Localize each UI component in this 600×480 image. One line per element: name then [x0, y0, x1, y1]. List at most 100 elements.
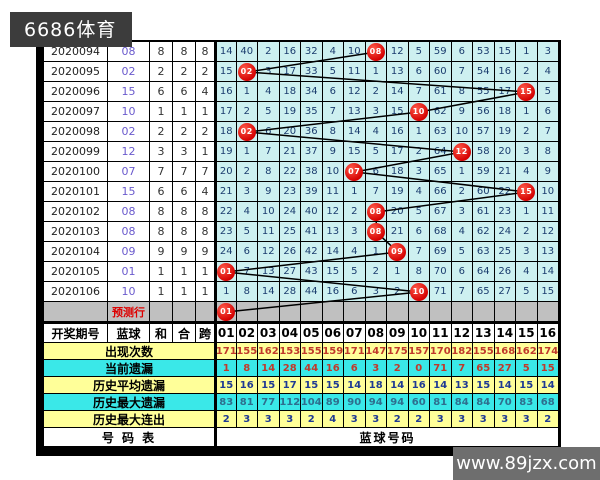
stats-value-cell: 8 [236, 360, 258, 377]
combo-cell: 1 [173, 282, 196, 302]
miss-cell: 1 [387, 262, 409, 282]
stats-row: 历史最大连出 2 3 3 3 2 4 3 3 2 2 3 3 3 3 3 2 [44, 411, 559, 428]
miss-cell: 15 [494, 42, 516, 62]
miss-cell: 6 [451, 42, 473, 62]
stats-value-cell: 18 [365, 377, 387, 394]
stats-value-cell: 4 [322, 411, 344, 428]
stats-value-cell: 2 [387, 411, 409, 428]
sum-cell: 8 [150, 42, 173, 62]
combo-cell [173, 302, 196, 322]
span-cell: 4 [196, 82, 215, 102]
miss-cell: 5 [365, 142, 387, 162]
miss-cell: 3 [516, 242, 538, 262]
stats-value-cell: 2 [215, 411, 237, 428]
miss-cell: 7 [537, 122, 559, 142]
miss-cell: 1 [236, 142, 258, 162]
miss-cell: 39 [301, 182, 323, 202]
miss-cell: 26 [494, 262, 516, 282]
stats-value-cell: 15 [516, 377, 538, 394]
stats-value-cell: 13 [451, 377, 473, 394]
span-cell: 1 [196, 102, 215, 122]
ball-column-header: 12 [451, 324, 473, 343]
period-header: 开奖期号 [44, 324, 108, 343]
ball-column-header: 01 [215, 324, 237, 343]
ball-circle: 08 [366, 222, 385, 241]
miss-cell: 10 [344, 42, 366, 62]
stats-value-cell: 81 [430, 394, 452, 411]
prediction-cell [516, 302, 538, 322]
stats-value-cell: 81 [236, 394, 258, 411]
blue-ball-cell: 10 [108, 282, 150, 302]
prediction-cell [279, 302, 301, 322]
blue-ball-cell: 07 [108, 162, 150, 182]
miss-cell: 60 [473, 182, 495, 202]
blue-ball-cell: 02 [108, 62, 150, 82]
stats-value-cell: 16 [236, 377, 258, 394]
miss-cell: 6 [322, 82, 344, 102]
combo-cell: 6 [173, 182, 196, 202]
stats-value-cell: 65 [473, 360, 495, 377]
miss-cell: 8 [408, 262, 430, 282]
combo-cell: 3 [173, 142, 196, 162]
miss-cell: 56 [473, 102, 495, 122]
miss-cell: 38 [301, 162, 323, 182]
miss-cell: 65 [430, 162, 452, 182]
stats-value-cell: 14 [344, 377, 366, 394]
stats-value-cell: 7 [451, 360, 473, 377]
miss-cell: 4 [322, 42, 344, 62]
combo-cell: 1 [173, 262, 196, 282]
blue-ball-cell: 15 [108, 182, 150, 202]
miss-cell: 1 [408, 122, 430, 142]
miss-cell: 2 [516, 222, 538, 242]
miss-cell: 9 [537, 162, 559, 182]
miss-cell: 15 [387, 102, 409, 122]
combo-cell: 8 [173, 42, 196, 62]
prediction-cell [344, 302, 366, 322]
miss-cell: 5 [258, 102, 280, 122]
miss-cell: 17 [387, 142, 409, 162]
blue-ball-cell: 15 [108, 82, 150, 102]
miss-cell: 63 [430, 122, 452, 142]
miss-cell: 4 [344, 242, 366, 262]
miss-cell: 70 [430, 262, 452, 282]
miss-cell: 17 [494, 82, 516, 102]
miss-cell: 6 [408, 62, 430, 82]
stats-value-cell: 14 [430, 377, 452, 394]
column-header-row: 开奖期号 蓝球和合跨 01 02 03 04 05 06 07 08 09 10 11 12 13 14 15 1… [44, 322, 559, 343]
miss-cell: 12 [451, 142, 473, 162]
blue-number-label: 蓝球号码 [215, 428, 559, 447]
miss-cell: 6 [258, 122, 280, 142]
miss-cell: 21 [494, 162, 516, 182]
miss-cell: 1 [236, 82, 258, 102]
stats-value-cell: 171 [215, 343, 237, 360]
stats-value-cell: 3 [430, 411, 452, 428]
miss-cell: 4 [537, 62, 559, 82]
period-cell: 2020102 [44, 202, 108, 222]
miss-cell: 8 [537, 142, 559, 162]
combo-cell: 6 [173, 82, 196, 102]
miss-cell: 60 [430, 62, 452, 82]
stats-value-cell: 2 [408, 411, 430, 428]
stats-value-cell: 68 [537, 394, 559, 411]
sum-cell: 1 [150, 102, 173, 122]
span-cell: 8 [196, 222, 215, 242]
stats-value-cell: 94 [387, 394, 409, 411]
miss-cell: 16 [279, 42, 301, 62]
miss-cell: 3 [365, 282, 387, 302]
miss-cell: 10 [408, 282, 430, 302]
miss-cell: 59 [430, 42, 452, 62]
stats-value-cell: 174 [537, 343, 559, 360]
sum-cell: 2 [150, 62, 173, 82]
miss-cell: 22 [215, 202, 237, 222]
sum-cell: 8 [150, 202, 173, 222]
miss-cell: 5 [344, 262, 366, 282]
miss-cell: 2 [451, 182, 473, 202]
miss-cell: 2 [516, 122, 538, 142]
stats-value-cell: 3 [279, 411, 301, 428]
ball-circle: 08 [366, 202, 385, 221]
miss-cell: 1 [516, 102, 538, 122]
sum-cell: 3 [150, 142, 173, 162]
span-cell: 9 [196, 242, 215, 262]
table-row: 2020098 02 2 2 2 18 02 6 20 36 8 14 4 16 1 63 10 57 19 2 7 [44, 122, 559, 142]
miss-cell: 12 [537, 222, 559, 242]
